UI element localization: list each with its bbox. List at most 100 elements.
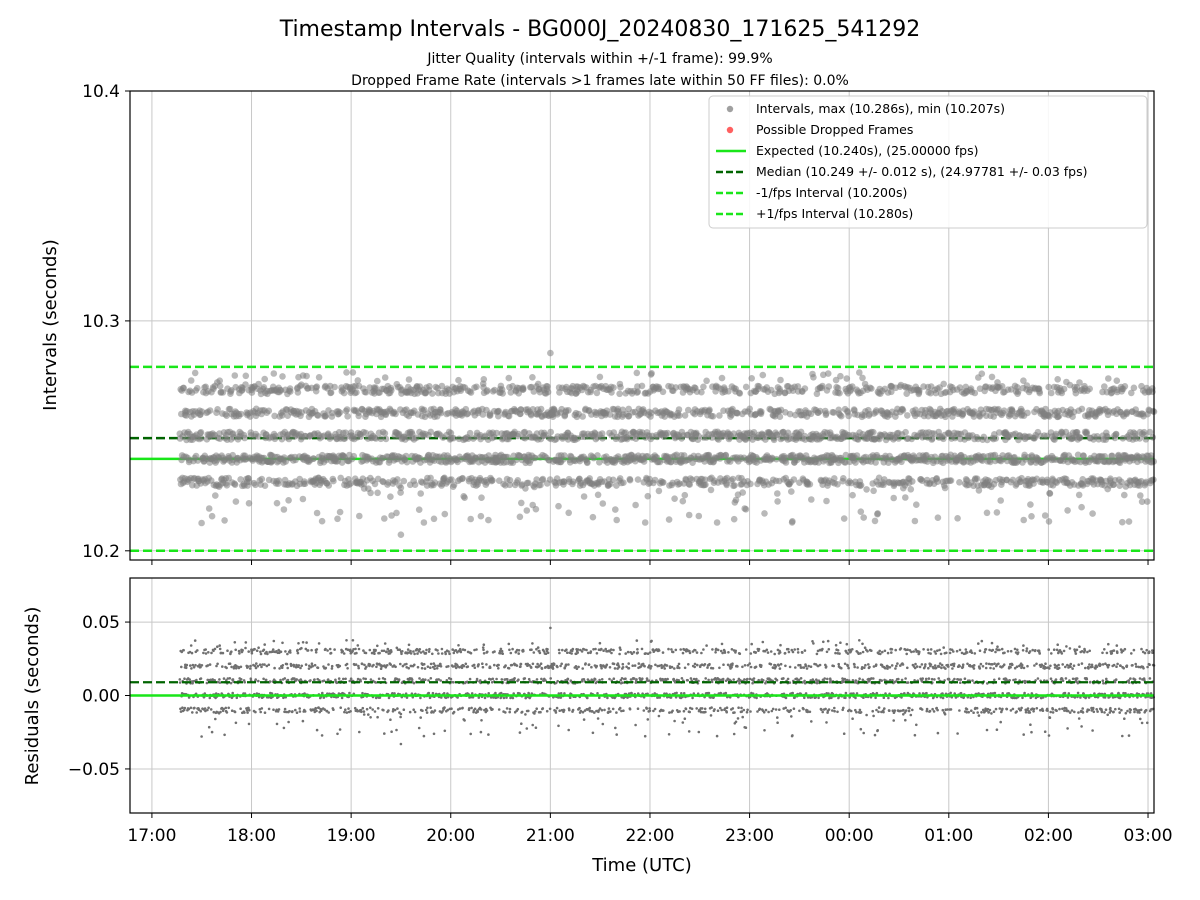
residual-point [191,711,194,714]
residual-point [385,650,388,653]
interval-point [518,499,525,507]
interval-point [205,505,213,512]
residual-point [439,679,443,682]
residual-point [612,662,616,666]
residual-point [248,667,252,670]
residual-point [534,726,538,729]
interval-point [467,389,475,396]
residual-point [354,647,357,651]
residual-point [487,733,490,736]
interval-point [1144,498,1151,505]
interval-point [941,484,949,492]
interval-point [947,477,955,484]
residual-point [576,651,579,654]
residual-point [506,678,509,681]
residual-point [407,666,411,670]
residual-point [475,677,479,681]
residual-point [493,663,496,667]
residual-point [594,647,597,651]
legend-label-expected: Expected (10.240s), (25.00000 fps) [756,143,978,158]
interval-point [415,506,423,513]
interval-point [874,510,881,517]
residual-point [480,719,483,722]
interval-point [397,531,405,538]
interval-point [223,482,231,489]
residual-point [582,718,586,721]
residual-point [397,678,401,681]
interval-point [334,515,341,523]
interval-point [285,497,292,504]
interval-point [313,509,321,517]
residual-point [263,643,267,646]
residual-point [317,642,321,645]
residual-point [221,665,224,668]
interval-point [868,385,875,392]
interval-point [221,517,228,524]
residual-point [562,708,566,712]
interval-point [606,411,614,418]
residual-point [198,663,201,666]
residual-point [595,652,599,655]
interval-point [525,479,532,487]
residual-point [632,650,636,654]
intervals-x-ticks [151,560,1149,565]
residual-point [606,696,609,700]
residual-point [564,663,568,666]
residual-point [231,678,235,681]
residual-point [344,677,347,681]
residual-point [204,652,208,655]
residual-point [421,709,424,712]
interval-point [676,412,683,419]
interval-point [718,374,726,382]
interval-point [429,390,436,397]
interval-point [275,477,283,484]
interval-point [823,497,830,505]
residual-point [432,732,436,736]
residual-point [417,726,421,730]
residual-point [419,651,423,654]
residual-point [399,662,402,666]
residual-point [260,665,263,669]
residual-point [288,709,291,713]
interval-point [616,390,623,398]
residual-point [393,708,397,712]
interval-point [860,514,867,521]
residual-point [482,643,486,646]
interval-point [565,407,572,414]
residual-point [432,662,436,665]
residual-point [508,707,512,711]
residual-point [558,651,561,655]
interval-point [816,407,824,415]
residual-point [400,652,403,656]
residual-point [257,679,260,683]
interval-point [216,435,224,443]
residual-point [218,647,222,651]
intervals-y-tick-label: 10.4 [82,82,120,102]
interval-point [789,518,796,525]
interval-point [294,389,302,396]
interval-point [374,489,381,497]
residual-point [349,710,352,713]
residual-point [327,711,331,714]
residual-point [424,708,428,712]
legend-entry-expected: Expected (10.240s), (25.00000 fps) [716,143,978,158]
residual-point [452,681,455,684]
residual-point [614,726,617,730]
residual-point [467,707,471,710]
residual-point [548,707,552,711]
residual-point [365,665,368,669]
interval-point [638,382,646,390]
interval-point [909,478,916,485]
residual-point [315,728,319,732]
residual-point [502,696,506,700]
residual-point [558,709,561,712]
residual-point [369,706,372,710]
interval-point [940,380,947,388]
interval-point [1041,512,1049,519]
residual-point [427,691,431,695]
interval-point [544,383,551,390]
residual-point [199,709,202,713]
residual-point [491,708,494,711]
residual-point [234,721,238,725]
